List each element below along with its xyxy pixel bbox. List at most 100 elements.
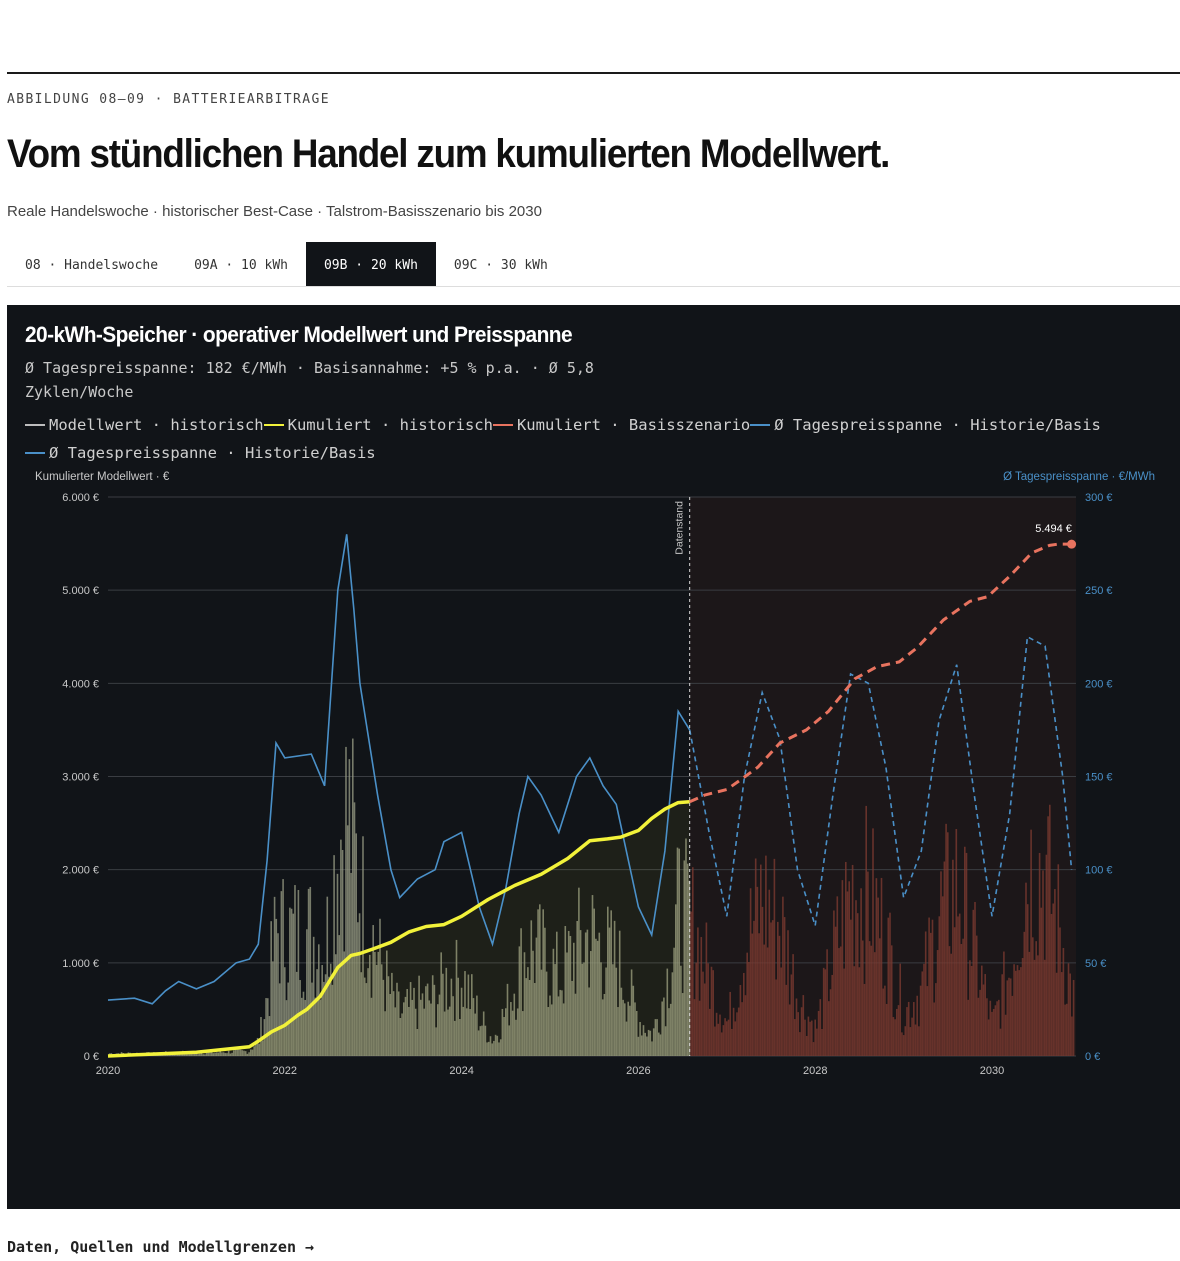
legend-label: Ø Tagespreisspanne · Historie/Basis bbox=[49, 444, 376, 462]
bar-projected bbox=[822, 967, 825, 1056]
bar-projected bbox=[800, 1007, 803, 1056]
bar-projected bbox=[829, 989, 832, 1056]
bar-historical bbox=[425, 986, 427, 1056]
bar-projected bbox=[950, 953, 953, 1056]
bar-projected bbox=[957, 916, 959, 1056]
bar-historical bbox=[391, 972, 393, 1056]
bar-historical bbox=[297, 889, 300, 1056]
bar-historical bbox=[246, 1053, 249, 1056]
bar-historical bbox=[289, 907, 291, 1056]
bar-historical bbox=[375, 964, 378, 1056]
data-sources-link[interactable]: Daten, Quellen und Modellgrenzen → bbox=[7, 1238, 315, 1256]
bar-projected bbox=[731, 1028, 733, 1056]
x-tick-label: 2020 bbox=[96, 1065, 120, 1077]
bar-projected bbox=[770, 922, 772, 1056]
bar-historical bbox=[300, 997, 303, 1056]
bar-projected bbox=[736, 1012, 738, 1056]
bar-historical bbox=[683, 860, 686, 1056]
bar-historical bbox=[319, 999, 322, 1056]
bar-historical bbox=[472, 998, 475, 1056]
bar-historical bbox=[248, 1052, 250, 1056]
bar-historical bbox=[244, 1051, 247, 1056]
bar-projected bbox=[952, 859, 954, 1056]
bar-historical bbox=[314, 997, 317, 1056]
tab-10-kwh[interactable]: 09A · 10 kWh bbox=[194, 258, 288, 273]
bar-historical bbox=[416, 1028, 419, 1056]
bar-historical bbox=[640, 1035, 643, 1056]
bar-historical bbox=[504, 1008, 507, 1056]
bar-projected bbox=[831, 974, 833, 1056]
bar-projected bbox=[742, 972, 745, 1056]
bar-historical bbox=[234, 1049, 237, 1056]
bar-projected bbox=[703, 983, 706, 1056]
y-left-tick-label: 5.000 € bbox=[62, 585, 99, 597]
bar-historical bbox=[593, 908, 595, 1056]
y-left-tick-label: 4.000 € bbox=[62, 678, 99, 690]
bar-projected bbox=[773, 858, 776, 1056]
bar-historical bbox=[591, 895, 594, 1056]
bar-historical bbox=[562, 1003, 565, 1056]
bar-historical bbox=[368, 954, 371, 1056]
bar-historical bbox=[442, 973, 444, 1056]
bar-historical bbox=[363, 977, 366, 1056]
bar-projected bbox=[853, 966, 856, 1056]
bar-projected bbox=[836, 896, 839, 1056]
figure-eyebrow: ABBILDUNG 08–09 · BATTERIEARBITRAGE bbox=[7, 92, 330, 107]
y-left-tick-label: 6.000 € bbox=[62, 492, 99, 504]
bar-projected bbox=[982, 984, 985, 1056]
end-value-label: 5.494 € bbox=[1035, 523, 1072, 535]
bar-historical bbox=[460, 987, 463, 1056]
bar-projected bbox=[775, 979, 777, 1056]
bar-historical bbox=[204, 1054, 206, 1056]
bar-historical bbox=[676, 847, 679, 1056]
y-right-tick-label: 0 € bbox=[1085, 1051, 1100, 1063]
bar-historical bbox=[287, 982, 289, 1056]
bar-historical bbox=[550, 1004, 553, 1056]
bar-projected bbox=[843, 968, 845, 1056]
bar-projected bbox=[941, 896, 944, 1056]
tab-handelswoche[interactable]: 08 · Handelswoche bbox=[25, 258, 159, 273]
bar-historical bbox=[326, 896, 329, 1056]
bar-projected bbox=[765, 855, 767, 1056]
bar-historical bbox=[561, 990, 563, 1056]
bar-historical bbox=[280, 891, 283, 1056]
bar-historical bbox=[606, 906, 609, 1056]
tab-20-kwh[interactable]: 09B · 20 kWh bbox=[305, 242, 436, 286]
bar-projected bbox=[887, 917, 890, 1056]
bar-historical bbox=[627, 1001, 629, 1056]
bar-historical bbox=[501, 1008, 504, 1056]
bar-historical bbox=[445, 967, 448, 1056]
bar-historical bbox=[525, 978, 527, 1056]
tab-30-kwh[interactable]: 09C · 30 kWh bbox=[453, 258, 548, 273]
bar-historical bbox=[340, 839, 342, 1056]
bar-projected bbox=[1060, 972, 1063, 1056]
bar-projected bbox=[1055, 972, 1058, 1056]
bar-projected bbox=[863, 983, 866, 1056]
bar-historical bbox=[554, 964, 556, 1056]
bar-projected bbox=[913, 1002, 915, 1056]
bar-historical bbox=[668, 1008, 670, 1056]
bar-projected bbox=[841, 880, 844, 1056]
bar-projected bbox=[804, 1019, 806, 1056]
y-right-tick-label: 150 € bbox=[1085, 772, 1113, 784]
bar-historical bbox=[443, 1011, 446, 1056]
bar-historical bbox=[302, 991, 305, 1056]
bar-historical bbox=[657, 1032, 660, 1056]
bar-projected bbox=[1028, 951, 1031, 1056]
bar-historical bbox=[566, 952, 568, 1056]
bar-historical bbox=[462, 1006, 465, 1056]
bar-historical bbox=[484, 1025, 487, 1056]
y-right-tick-label: 50 € bbox=[1085, 958, 1106, 970]
bar-projected bbox=[1013, 964, 1015, 1056]
y-right-tick-label: 100 € bbox=[1085, 865, 1113, 877]
bar-historical bbox=[351, 738, 354, 1056]
bar-historical bbox=[275, 918, 278, 1056]
bar-historical bbox=[214, 1052, 216, 1056]
bar-projected bbox=[817, 1010, 820, 1056]
bar-historical bbox=[265, 998, 267, 1056]
bar-projected bbox=[698, 1000, 701, 1056]
bar-historical bbox=[345, 746, 347, 1056]
bar-projected bbox=[741, 1002, 743, 1056]
bar-projected bbox=[729, 991, 731, 1056]
bar-historical bbox=[430, 1003, 432, 1056]
